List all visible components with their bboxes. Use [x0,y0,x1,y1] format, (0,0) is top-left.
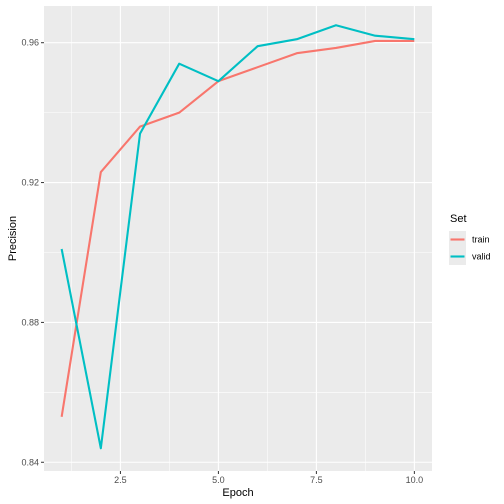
legend-label-train: train [472,235,490,245]
y-tick-label: 0.96 [21,38,39,48]
x-axis: 2.5 5.0 7.5 10.0 [114,471,423,485]
legend-label-valid: valid [472,252,491,262]
y-axis-title: Precision [7,216,19,261]
legend-title: Set [450,213,467,225]
minor-gridlines [44,6,432,471]
legend: Set train valid [449,213,491,265]
x-axis-title: Epoch [222,487,253,499]
series-line-valid [60,24,415,450]
major-gridlines [44,6,432,471]
series-lines [60,24,415,450]
y-tick-label: 0.88 [21,317,39,327]
y-tick-label: 0.92 [21,178,39,188]
series-line-train [60,39,415,417]
y-axis: 0.84 0.88 0.92 0.96 [21,38,44,467]
x-tick-label: 7.5 [310,475,323,485]
x-tick-label: 5.0 [212,475,225,485]
x-tick-label: 10.0 [406,475,424,485]
plot-panel [44,6,432,471]
x-tick-label: 2.5 [114,475,127,485]
y-tick-label: 0.84 [21,457,39,467]
